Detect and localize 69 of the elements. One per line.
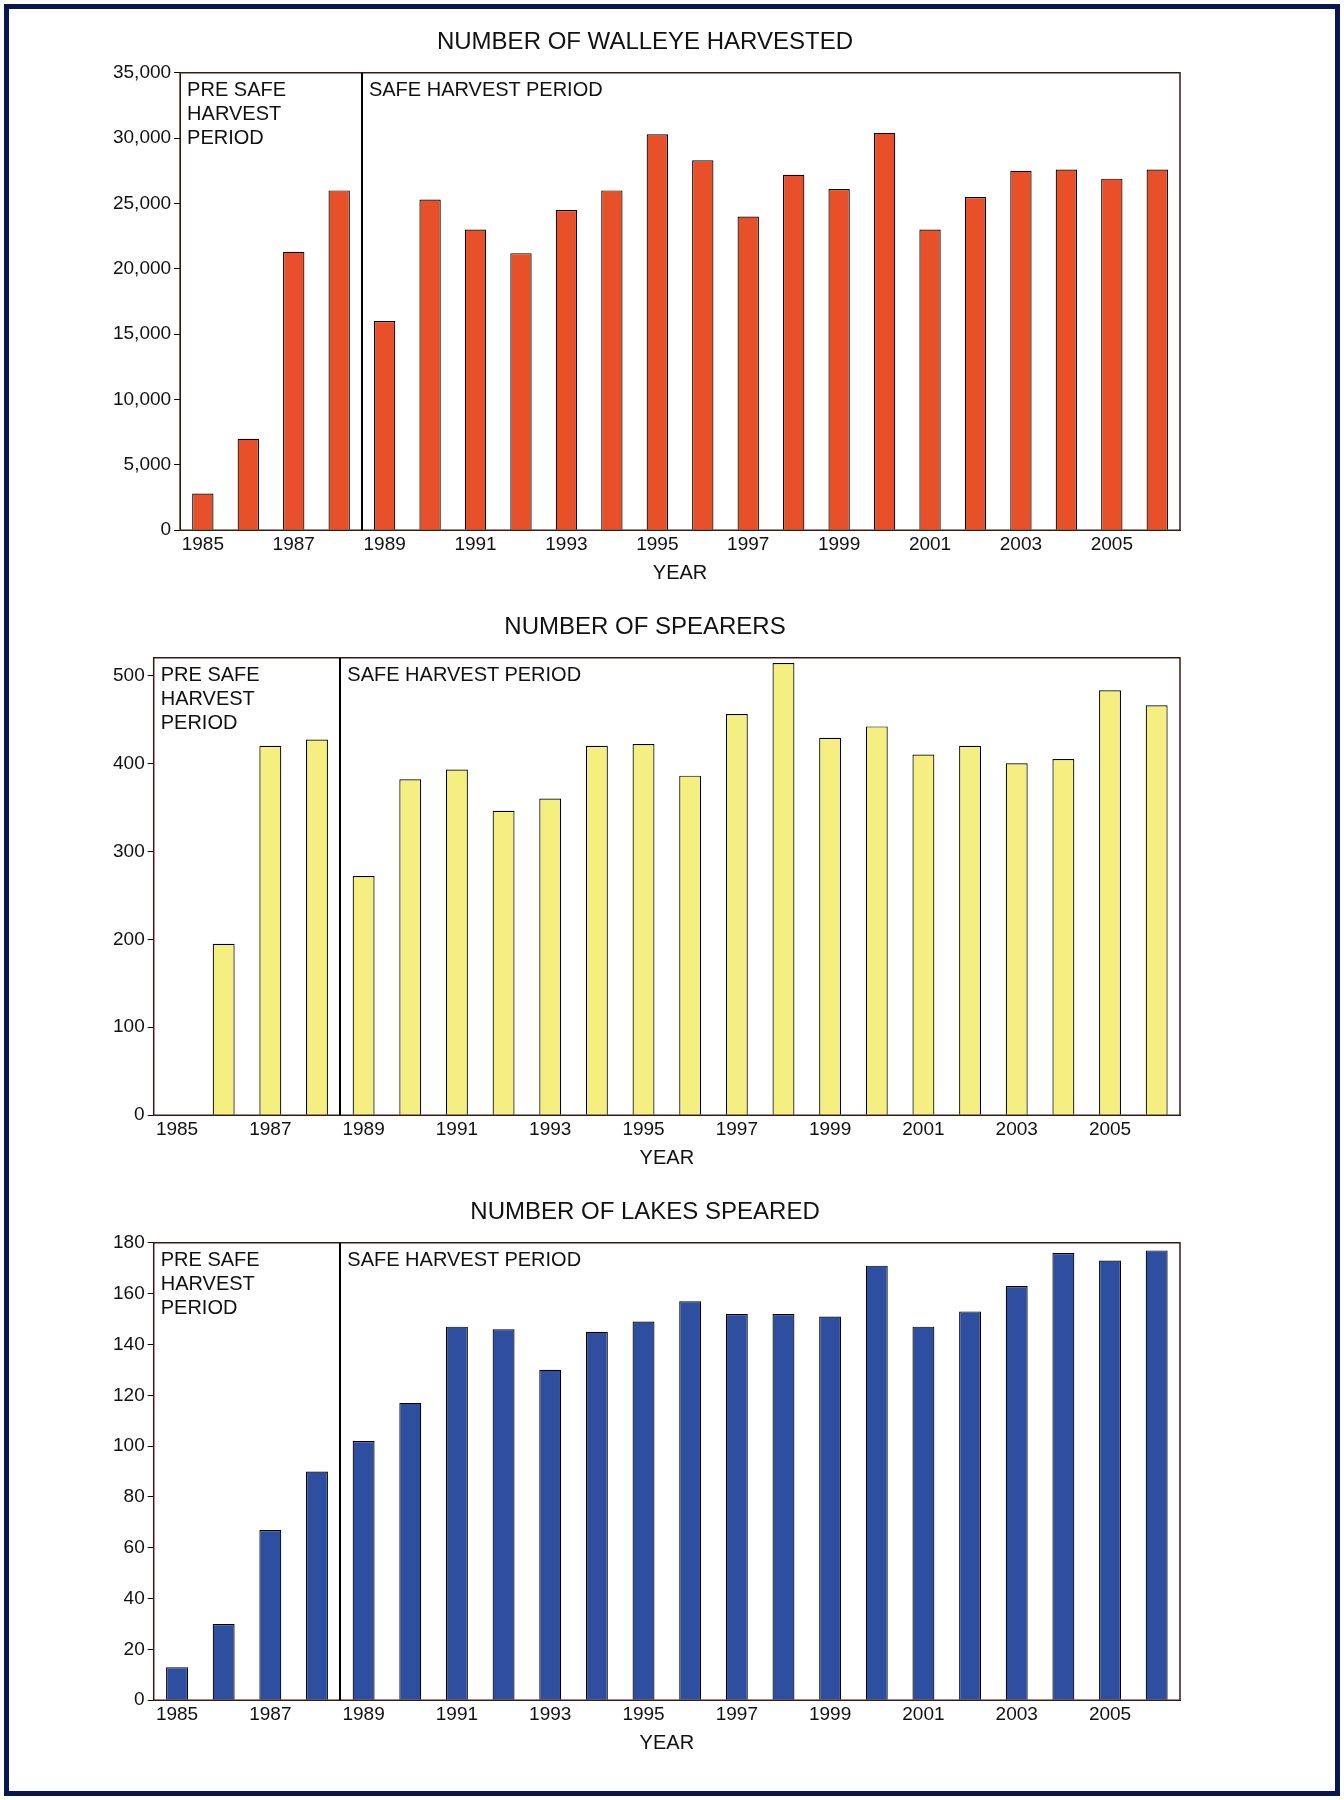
x-tick-label: 1993 — [545, 532, 588, 554]
y-tick-label: 0 — [134, 1103, 145, 1125]
x-tick-label: 1989 — [342, 1117, 385, 1139]
x-tick-label: 1997 — [715, 1702, 758, 1724]
x-tick-label: 1987 — [249, 1117, 292, 1139]
x-tick-label: 1993 — [529, 1117, 572, 1139]
x-tick-label: 2003 — [995, 1117, 1038, 1139]
chart-title: NUMBER OF WALLEYE HARVESTED — [436, 27, 854, 55]
y-tick-label: 30,000 — [112, 126, 172, 148]
y-tick-label: 15,000 — [112, 322, 172, 344]
y-tick-label: 20 — [123, 1637, 145, 1659]
x-tick-label: 1987 — [249, 1702, 292, 1724]
x-tick-label: 2001 — [908, 532, 952, 554]
y-tick-label: 300 — [113, 839, 145, 861]
y-tick-label: 160 — [113, 1281, 145, 1303]
x-axis-title: YEAR — [639, 1145, 695, 1168]
x-tick-label: 1999 — [808, 1702, 852, 1724]
x-tick-label: 2005 — [1090, 532, 1133, 554]
y-tick-label: 10,000 — [112, 387, 172, 409]
chart-title: NUMBER OF LAKES SPEARED — [470, 1197, 820, 1225]
y-tick-label: 140 — [113, 1332, 145, 1354]
annotation: PRE SAFE HARVEST PERIOD — [160, 663, 260, 734]
x-tick-label: 2001 — [902, 1117, 945, 1139]
chart-title: NUMBER OF SPEARERS — [504, 612, 786, 640]
x-tick-label: 1997 — [727, 532, 770, 554]
x-tick-label: 1995 — [622, 1702, 665, 1724]
annotation: SAFE HARVEST PERIOD — [347, 1248, 582, 1271]
y-tick-label: 0 — [160, 518, 172, 540]
x-tick-label: 2003 — [999, 532, 1043, 554]
y-tick-label: 35,000 — [112, 61, 172, 83]
x-tick-label: 2001 — [902, 1702, 945, 1724]
y-tick-label: 20,000 — [112, 257, 172, 279]
annotation: PRE SAFE HARVEST PERIOD — [160, 1248, 260, 1319]
x-tick-label: 1991 — [435, 1702, 479, 1724]
x-tick-label: 1995 — [636, 532, 679, 554]
annotation: SAFE HARVEST PERIOD — [368, 78, 603, 101]
x-tick-label: 2003 — [995, 1702, 1038, 1724]
y-tick-label: 180 — [113, 1231, 145, 1253]
x-tick-label: 1985 — [155, 1117, 199, 1139]
x-axis-title: YEAR — [652, 560, 708, 583]
x-tick-label: 1985 — [181, 532, 224, 554]
y-tick-label: 60 — [123, 1535, 145, 1557]
x-tick-label: 1991 — [435, 1117, 479, 1139]
annotation: SAFE HARVEST PERIOD — [347, 663, 582, 686]
x-tick-label: 1999 — [808, 1117, 852, 1139]
x-axis-title: YEAR — [639, 1730, 695, 1753]
y-tick-label: 100 — [113, 1434, 145, 1456]
y-tick-label: 5,000 — [123, 453, 172, 475]
y-tick-label: 25,000 — [112, 191, 172, 213]
y-tick-label: 200 — [113, 927, 145, 949]
y-tick-label: 120 — [113, 1383, 145, 1405]
annotation: PRE SAFE HARVEST PERIOD — [187, 78, 287, 149]
x-tick-label: 1995 — [622, 1117, 665, 1139]
y-tick-label: 40 — [123, 1586, 145, 1608]
x-tick-label: 1989 — [363, 532, 406, 554]
y-tick-label: 500 — [113, 663, 145, 685]
x-tick-label: 2005 — [1088, 1117, 1132, 1139]
y-tick-label: 0 — [134, 1688, 145, 1710]
x-tick-label: 1987 — [272, 532, 315, 554]
x-tick-label: 1997 — [715, 1117, 758, 1139]
x-tick-label: 2005 — [1088, 1702, 1132, 1724]
y-tick-label: 400 — [113, 751, 145, 773]
x-tick-label: 1985 — [155, 1702, 199, 1724]
y-tick-label: 80 — [123, 1485, 145, 1507]
y-tick-label: 100 — [113, 1015, 145, 1037]
x-tick-label: 1989 — [342, 1702, 385, 1724]
x-tick-label: 1991 — [454, 532, 497, 554]
x-tick-label: 1999 — [817, 532, 861, 554]
x-tick-label: 1993 — [529, 1702, 572, 1724]
